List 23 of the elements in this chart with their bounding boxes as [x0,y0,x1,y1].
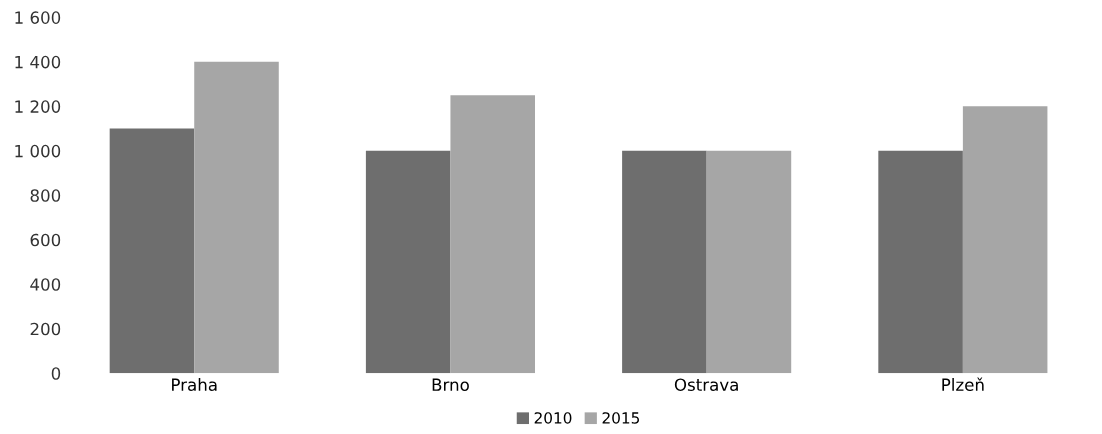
bar [194,61,279,374]
legend-label: 2015 [602,412,640,424]
bar [109,128,195,374]
x-tick-label: Plzeň [942,377,984,391]
bar [706,150,792,374]
legend-label: 2010 [534,412,572,424]
bar [878,150,963,374]
y-tick-label: 0 [51,367,61,380]
x-tick-label: Praha [172,378,217,391]
y-tick-label: 200 [30,322,61,336]
bar [450,95,535,374]
y-tick-label: 1 200 [15,100,61,113]
y-tick-label: 1 000 [15,144,61,158]
y-tick-label: 1 600 [15,11,61,24]
y-tick-label: 400 [30,278,61,291]
bar [365,150,451,374]
y-tick-label: 800 [30,189,61,202]
y-tick-label: 1 400 [15,55,61,69]
x-tick-label: Brno [432,378,469,391]
bar [622,150,707,374]
bar [962,106,1048,374]
x-tick-label: Ostrava [674,378,738,391]
y-tick-label: 600 [30,233,61,247]
